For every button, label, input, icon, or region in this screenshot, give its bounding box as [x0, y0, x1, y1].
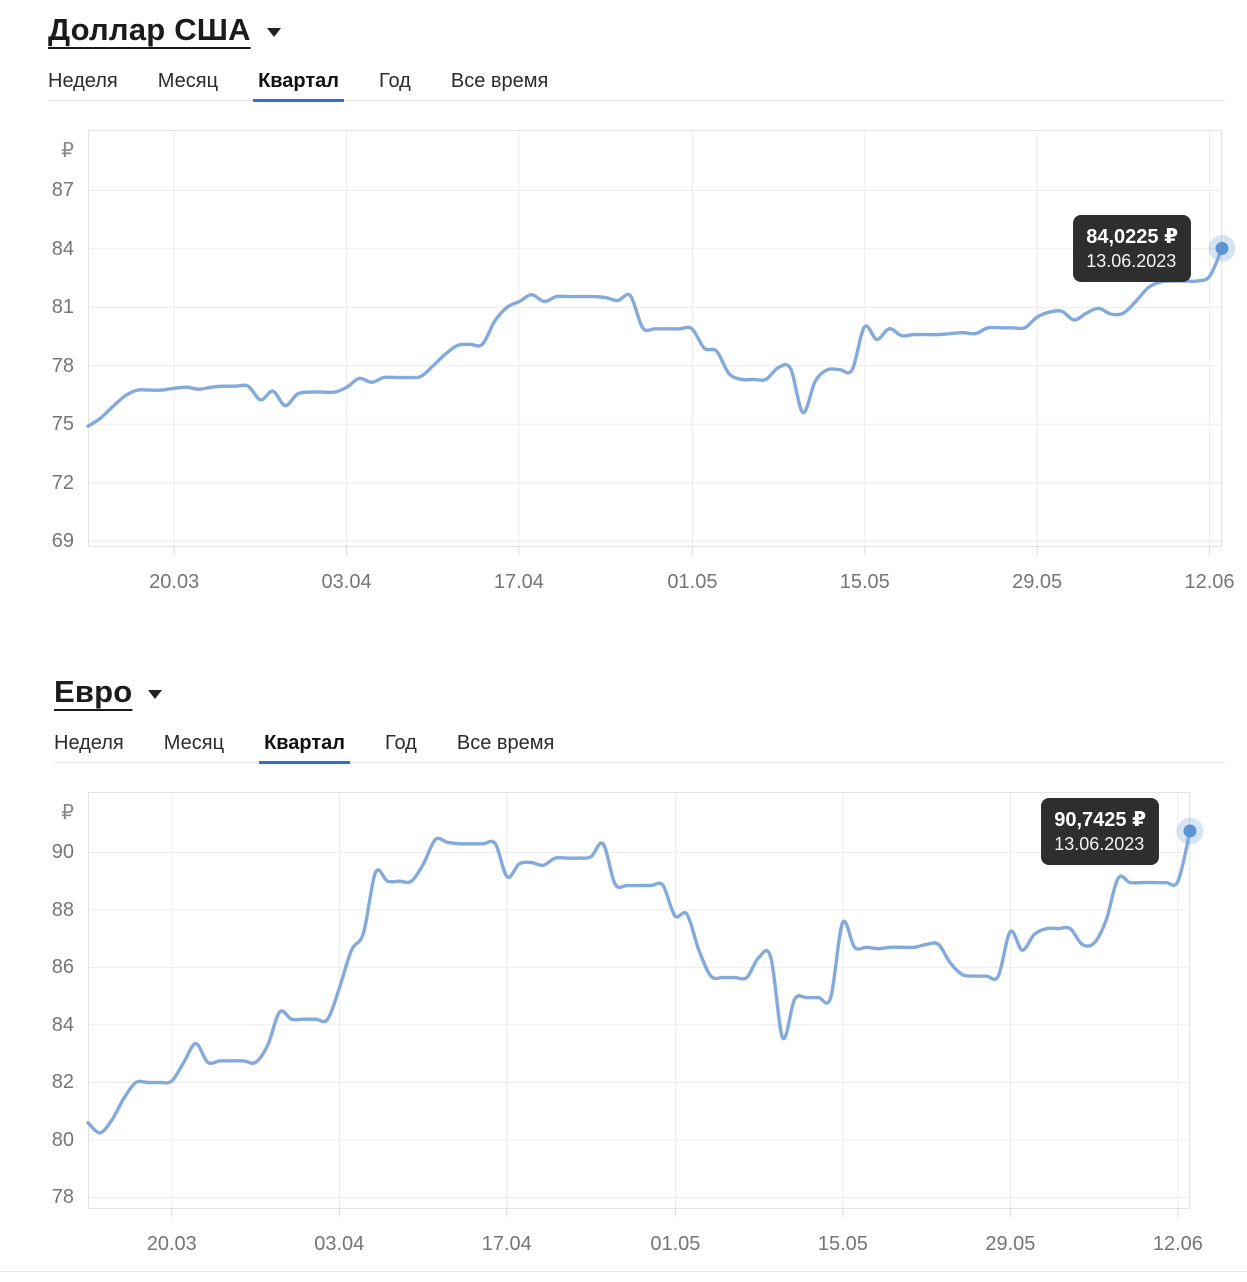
y-axis-label: 87 — [51, 179, 74, 202]
dropdown-caret-icon — [148, 689, 163, 699]
dropdown-caret-icon — [266, 27, 281, 37]
currency-symbol-label: ₽ — [61, 140, 74, 162]
x-axis-label: 29.05 — [985, 1233, 1036, 1255]
x-axis-label: 20.03 — [149, 571, 200, 593]
y-axis-label: 69 — [51, 530, 74, 553]
x-axis-label: 03.04 — [314, 1233, 365, 1255]
tab-all-time[interactable]: Все время — [450, 70, 549, 92]
price-chart-canvas[interactable] — [86, 792, 1204, 1219]
price-line — [86, 246, 1224, 428]
y-axis-label: 81 — [51, 296, 74, 319]
period-tabs: Неделя Месяц Квартал Год Все время — [54, 732, 1225, 764]
plot-area — [86, 792, 1204, 1219]
tab-week[interactable]: Неделя — [48, 70, 118, 92]
tab-quarter[interactable]: Квартал — [259, 732, 350, 764]
x-axis-label: 17.04 — [493, 571, 544, 593]
x-axis-label: 01.05 — [667, 571, 718, 593]
currency-title: Доллар США — [48, 12, 251, 47]
x-axis-label: 15.05 — [839, 571, 890, 593]
gridlines — [88, 792, 1190, 1217]
plot-area — [86, 130, 1236, 557]
y-axis-label: 82 — [51, 1071, 74, 1094]
y-axis-label: 72 — [51, 471, 74, 494]
tab-year[interactable]: Год — [385, 732, 417, 754]
y-axis-label: 84 — [51, 237, 74, 260]
gridlines — [88, 130, 1222, 555]
page-bottom-divider — [0, 1271, 1247, 1272]
x-axis-label: 20.03 — [146, 1233, 197, 1255]
usd-chart-section: Доллар США Неделя Месяц Квартал Год Все время… — [0, 0, 1247, 620]
y-axis-label: 84 — [51, 1013, 74, 1036]
tab-month[interactable]: Месяц — [163, 732, 225, 754]
y-axis-label: 86 — [51, 956, 74, 979]
y-axis-label: 90 — [51, 841, 74, 864]
x-axis-label: 12.06 — [1184, 571, 1235, 593]
currency-symbol-label: ₽ — [61, 802, 74, 824]
tab-month[interactable]: Месяц — [157, 70, 219, 92]
period-tabs: Неделя Месяц Квартал Год Все время — [48, 70, 1225, 102]
tab-all-time[interactable]: Все время — [456, 732, 555, 754]
y-axis-label: 78 — [51, 1186, 74, 1209]
x-axis-label: 17.04 — [481, 1233, 532, 1255]
plot-border — [88, 792, 1190, 1209]
y-axis-label: 75 — [51, 413, 74, 436]
x-axis-label: 01.05 — [650, 1233, 701, 1255]
tab-quarter[interactable]: Квартал — [253, 70, 344, 102]
x-axis-label: 03.04 — [321, 571, 372, 593]
tab-week[interactable]: Неделя — [54, 732, 124, 754]
x-axis-label: 15.05 — [817, 1233, 868, 1255]
y-axis-label: 80 — [51, 1128, 74, 1151]
plot-border — [88, 130, 1222, 547]
currency-title: Евро — [54, 674, 133, 709]
currency-selector[interactable]: Доллар США — [48, 10, 281, 50]
price-chart-canvas[interactable] — [86, 130, 1236, 557]
end-point-marker — [1215, 241, 1229, 255]
y-axis-label: 88 — [51, 898, 74, 921]
y-axis-label: 78 — [51, 354, 74, 377]
currency-selector[interactable]: Евро — [54, 672, 163, 712]
end-point-marker — [1183, 824, 1197, 838]
eur-chart-section: Евро Неделя Месяц Квартал Год Все время ₽90 88 8… — [0, 662, 1247, 1282]
price-line — [86, 829, 1192, 1135]
x-axis-label: 29.05 — [1012, 571, 1063, 593]
tab-year[interactable]: Год — [379, 70, 411, 92]
x-axis-label: 12.06 — [1152, 1233, 1203, 1255]
